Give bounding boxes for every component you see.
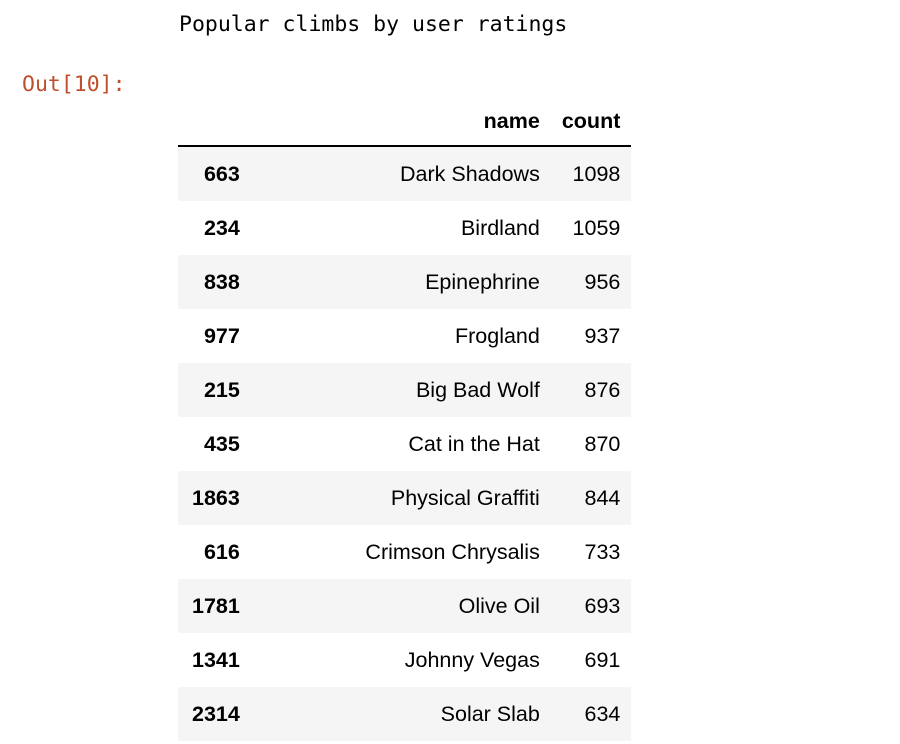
row-index: 1781 [192,593,240,618]
cell-name: Cat in the Hat [408,431,540,456]
cell-name: Olive Oil [458,593,540,618]
table-header: name count [178,97,632,147]
cell-name: Big Bad Wolf [415,377,540,402]
dataframe-table: name count 663 Dark Shadows 1098 234 Bir… [178,97,632,741]
cell-name: Epinephrine [425,269,540,294]
row-index: 1863 [192,485,240,510]
cell-count: 1059 [572,215,621,240]
row-index: 977 [203,323,240,348]
header-row: name count [178,97,632,147]
table-row: 838 Epinephrine 956 [178,255,632,309]
table-row: 1781 Olive Oil 693 [178,579,632,633]
index-column-header [178,97,251,147]
cell-count: 876 [584,377,621,402]
cell-count: 956 [584,269,621,294]
cell-count: 693 [584,593,621,618]
table-row: 616 Crimson Chrysalis 733 [178,525,632,579]
column-header-name: name [250,97,551,147]
row-index: 616 [203,539,240,564]
cell-stdout-text: Popular climbs by user ratings [179,12,568,37]
cell-count: 937 [584,323,621,348]
cell-count: 844 [584,485,621,510]
row-index: 663 [203,161,240,186]
row-index: 435 [203,431,240,456]
cell-name: Frogland [454,323,540,348]
table-row: 2314 Solar Slab 634 [178,687,632,741]
cell-name: Physical Graffiti [390,485,540,510]
table-row: 1863 Physical Graffiti 844 [178,471,632,525]
table-row: 215 Big Bad Wolf 876 [178,363,632,417]
table-row: 1341 Johnny Vegas 691 [178,633,632,687]
table-row: 663 Dark Shadows 1098 [178,146,632,201]
output-prompt: Out[10]: [22,72,126,97]
table-row: 435 Cat in the Hat 870 [178,417,632,471]
cell-name: Crimson Chrysalis [365,539,540,564]
cell-name: Birdland [460,215,540,240]
row-index: 234 [203,215,240,240]
table-row: 977 Frogland 937 [178,309,632,363]
row-index: 215 [203,377,240,402]
cell-count: 691 [584,647,621,672]
cell-count: 870 [584,431,621,456]
cell-count: 634 [584,701,621,726]
cell-count: 733 [584,539,621,564]
cell-count: 1098 [572,161,621,186]
row-index: 2314 [192,701,240,726]
row-index: 1341 [192,647,240,672]
table-row: 234 Birdland 1059 [178,201,632,255]
table-body: 663 Dark Shadows 1098 234 Birdland 1059 … [178,146,632,741]
row-index: 838 [203,269,240,294]
cell-name: Johnny Vegas [404,647,540,672]
cell-name: Solar Slab [440,701,540,726]
column-header-count: count [550,97,632,147]
cell-name: Dark Shadows [400,161,540,186]
